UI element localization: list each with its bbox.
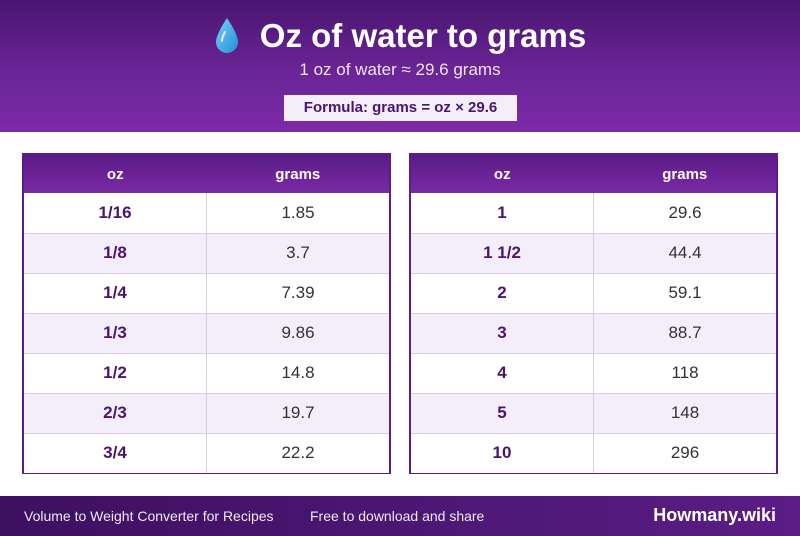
oz-cell: 1/3: [24, 312, 207, 353]
oz-cell: 1/2: [24, 352, 207, 393]
footer-bar: Volume to Weight Converter for Recipes F…: [0, 496, 800, 536]
water-drop-icon: [215, 18, 238, 53]
table-row: 1/8 3.7: [24, 232, 389, 273]
page-subtitle: 1 oz of water ≈ 29.6 grams: [299, 60, 501, 79]
table-row: 1/3 9.86: [24, 312, 389, 353]
grams-cell: 19.7: [206, 392, 389, 433]
oz-cell: 3: [411, 312, 594, 353]
grams-cell: 7.39: [206, 272, 389, 313]
oz-cell: 5: [411, 392, 594, 433]
column-header-oz: oz: [411, 155, 594, 193]
grams-cell: 118: [593, 352, 776, 393]
page-title: Oz of water to grams: [259, 17, 587, 54]
title-row: Oz of water to grams: [0, 14, 800, 58]
oz-cell: 10: [411, 432, 594, 473]
grams-cell: 9.86: [206, 312, 389, 353]
grams-cell: 88.7: [593, 312, 776, 353]
brand-logo-text[interactable]: Howmany.wiki: [653, 505, 776, 525]
grams-cell: 1.85: [206, 193, 389, 233]
table-row: 3 88.7: [411, 312, 776, 353]
grams-cell: 29.6: [593, 193, 776, 233]
footer-share-note: Free to download and share: [310, 508, 485, 524]
conversion-table-large: oz grams 1 29.6 1 1/2 44.4 2 59.1 3 88.7 4 11…: [409, 153, 778, 474]
header-banner: Oz of water to grams 1 oz of water ≈ 29.…: [0, 0, 800, 132]
oz-cell: 1/8: [24, 232, 207, 273]
oz-cell: 1/16: [24, 193, 207, 233]
column-header-oz: oz: [24, 155, 207, 193]
footer-tagline: Volume to Weight Converter for Recipes: [24, 508, 274, 524]
grams-cell: 3.7: [206, 232, 389, 273]
table-row: 4 118: [411, 352, 776, 393]
table-row: 1 29.6: [411, 193, 776, 233]
table-row: 3/4 22.2: [24, 432, 389, 473]
table-row: 10 296: [411, 432, 776, 473]
grams-cell: 14.8: [206, 352, 389, 393]
formula-badge: Formula: grams = oz × 29.6: [284, 95, 517, 121]
conversion-table-small: oz grams 1/16 1.85 1/8 3.7 1/4 7.39 1/3 9.86…: [22, 153, 391, 474]
oz-cell: 3/4: [24, 432, 207, 473]
table-row: 5 148: [411, 392, 776, 433]
conversion-table: oz grams 1 29.6 1 1/2 44.4 2 59.1 3 88.7 4 11…: [411, 155, 776, 473]
grams-cell: 59.1: [593, 272, 776, 313]
grams-cell: 22.2: [206, 432, 389, 473]
table-row: 1/4 7.39: [24, 272, 389, 313]
oz-cell: 2/3: [24, 392, 207, 433]
oz-cell: 4: [411, 352, 594, 393]
column-header-grams: grams: [206, 155, 389, 193]
table-row: 2 59.1: [411, 272, 776, 313]
oz-cell: 1 1/2: [411, 232, 594, 273]
table-row: 1/16 1.85: [24, 193, 389, 233]
table-row: 2/3 19.7: [24, 392, 389, 433]
column-header-grams: grams: [593, 155, 776, 193]
conversion-table: oz grams 1/16 1.85 1/8 3.7 1/4 7.39 1/3 9.86…: [24, 155, 389, 473]
grams-cell: 44.4: [593, 232, 776, 273]
table-row: 1/2 14.8: [24, 352, 389, 393]
grams-cell: 296: [593, 432, 776, 473]
oz-cell: 2: [411, 272, 594, 313]
grams-cell: 148: [593, 392, 776, 433]
table-row: 1 1/2 44.4: [411, 232, 776, 273]
oz-cell: 1/4: [24, 272, 207, 313]
oz-cell: 1: [411, 193, 594, 233]
